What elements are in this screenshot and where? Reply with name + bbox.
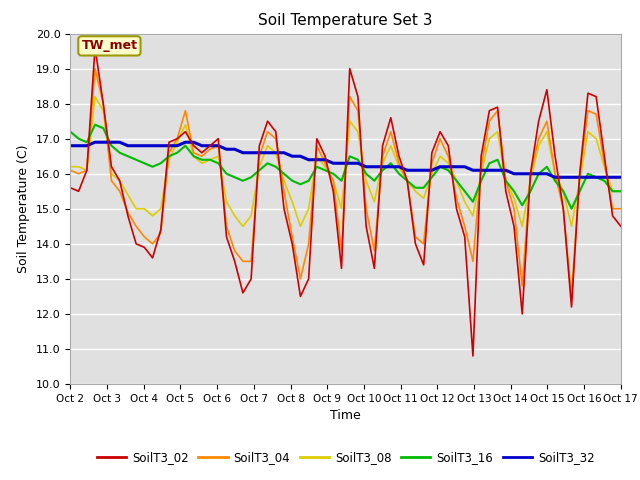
Text: TW_met: TW_met xyxy=(81,39,138,52)
Legend: SoilT3_02, SoilT3_04, SoilT3_08, SoilT3_16, SoilT3_32: SoilT3_02, SoilT3_04, SoilT3_08, SoilT3_… xyxy=(92,446,599,468)
X-axis label: Time: Time xyxy=(330,409,361,422)
Title: Soil Temperature Set 3: Soil Temperature Set 3 xyxy=(259,13,433,28)
Y-axis label: Soil Temperature (C): Soil Temperature (C) xyxy=(17,144,30,273)
